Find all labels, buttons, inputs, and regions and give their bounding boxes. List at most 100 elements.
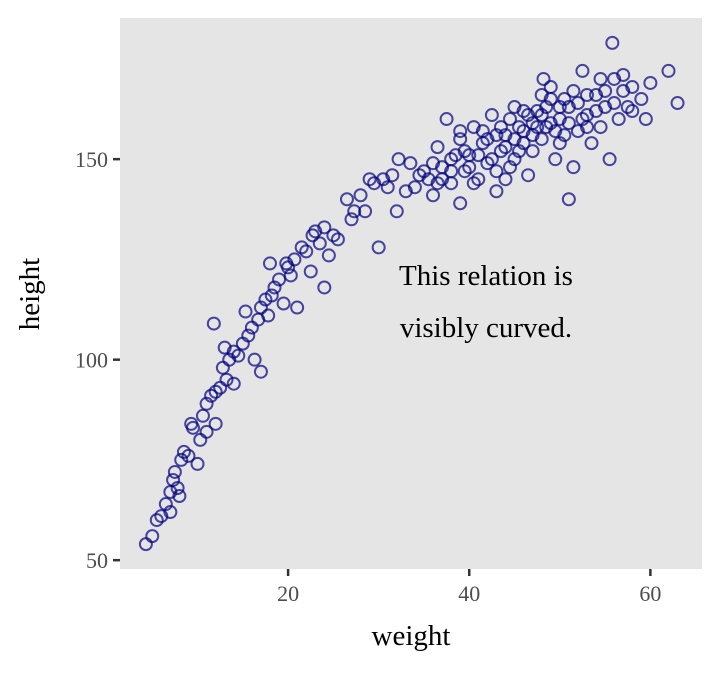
data-point <box>484 108 499 123</box>
data-point <box>589 104 604 119</box>
data-point <box>602 152 617 167</box>
data-point <box>290 300 305 315</box>
data-point <box>262 256 277 271</box>
data-point <box>638 112 653 127</box>
data-point <box>389 204 404 219</box>
data-point <box>575 112 590 127</box>
data-point <box>543 116 558 131</box>
data-point <box>625 79 640 94</box>
data-point <box>312 236 327 251</box>
data-point <box>502 160 517 175</box>
data-point <box>353 188 368 203</box>
data-point <box>536 71 551 86</box>
data-point <box>498 140 513 155</box>
data-point <box>552 100 567 115</box>
data-point <box>195 408 210 423</box>
data-point <box>391 152 406 167</box>
data-point <box>516 136 531 151</box>
data-point <box>326 228 341 243</box>
x-tick-label: 40 <box>458 581 480 606</box>
data-point <box>611 112 626 127</box>
points-layer <box>138 35 685 552</box>
data-point <box>466 176 481 191</box>
data-point <box>521 168 536 183</box>
data-point <box>261 308 276 323</box>
data-point <box>575 63 590 78</box>
data-point <box>534 108 549 123</box>
data-point <box>605 35 620 50</box>
data-point <box>607 96 622 111</box>
data-point <box>444 164 459 179</box>
x-tick-label: 20 <box>277 581 299 606</box>
y-tick-label: 100 <box>75 348 108 373</box>
data-point <box>543 79 558 94</box>
data-point <box>471 148 486 163</box>
data-point <box>238 304 253 319</box>
data-point <box>272 272 287 287</box>
data-point <box>548 124 563 139</box>
data-point <box>231 348 246 363</box>
data-point <box>548 152 563 167</box>
data-point <box>439 112 454 127</box>
data-point <box>493 120 508 135</box>
data-point <box>166 472 181 487</box>
annotation-line-1: This relation is <box>399 260 573 292</box>
data-point <box>457 164 472 179</box>
data-point <box>267 280 282 295</box>
annotation-line-2: visibly curved. <box>400 312 572 344</box>
data-point <box>489 128 504 143</box>
data-point <box>561 116 576 131</box>
data-point <box>530 120 545 135</box>
data-point <box>344 212 359 227</box>
data-point <box>145 529 160 544</box>
data-point <box>204 388 219 403</box>
data-point <box>226 376 241 391</box>
data-point <box>484 152 499 167</box>
data-point <box>407 180 422 195</box>
data-point <box>247 352 262 367</box>
data-point <box>453 124 468 139</box>
data-point <box>199 424 214 439</box>
data-point <box>174 452 189 467</box>
data-point <box>303 264 318 279</box>
data-point <box>208 416 223 431</box>
data-point <box>593 120 608 135</box>
data-point <box>294 240 309 255</box>
data-point <box>471 172 486 187</box>
data-point <box>430 176 445 191</box>
data-point <box>643 75 658 90</box>
data-point <box>347 204 362 219</box>
data-point <box>457 144 472 159</box>
data-point <box>566 83 581 98</box>
data-point <box>403 156 418 171</box>
data-point <box>299 244 314 259</box>
data-point <box>426 188 441 203</box>
data-point <box>502 112 517 127</box>
data-point <box>534 87 549 102</box>
y-tick-label: 150 <box>75 147 108 172</box>
data-point <box>287 252 302 267</box>
data-point <box>321 248 336 263</box>
data-point <box>330 232 345 247</box>
data-point <box>521 108 536 123</box>
data-point <box>507 152 522 167</box>
data-point <box>616 67 631 82</box>
data-point <box>498 172 513 187</box>
data-point <box>620 100 635 115</box>
data-point <box>670 96 685 111</box>
data-point <box>412 168 427 183</box>
data-point <box>489 164 504 179</box>
data-point <box>380 180 395 195</box>
data-point <box>276 296 291 311</box>
data-point <box>339 192 354 207</box>
data-point <box>430 140 445 155</box>
data-point <box>435 172 450 187</box>
data-point <box>190 456 205 471</box>
data-point <box>593 71 608 86</box>
data-point <box>516 104 531 119</box>
data-point <box>426 156 441 171</box>
data-point <box>525 128 540 143</box>
data-point <box>475 124 490 139</box>
data-point <box>557 92 572 107</box>
data-point <box>283 268 298 283</box>
